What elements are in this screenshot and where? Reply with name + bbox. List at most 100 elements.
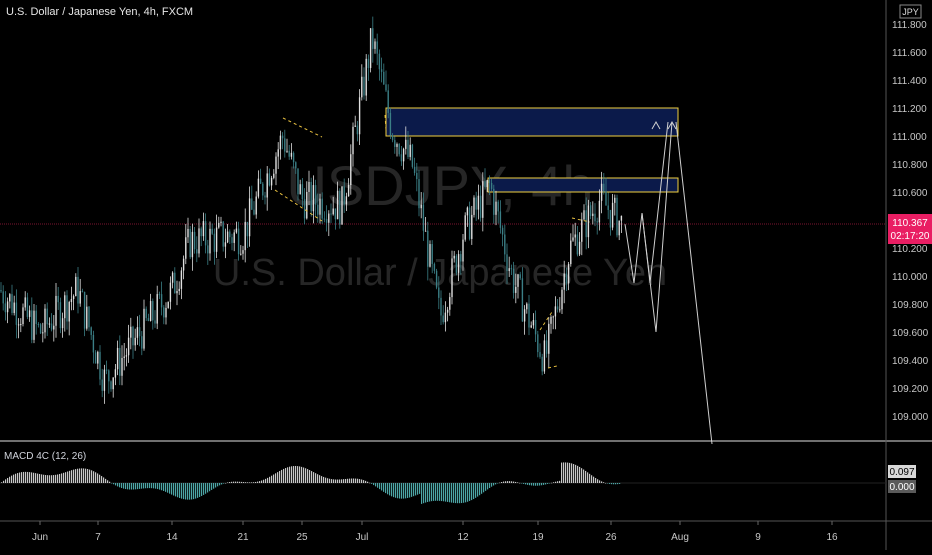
macd-bar bbox=[585, 470, 587, 483]
candle-body bbox=[83, 291, 86, 329]
candle-body bbox=[33, 310, 35, 340]
candle-body bbox=[286, 150, 288, 152]
macd-bar bbox=[9, 476, 11, 483]
dashed-annotation bbox=[282, 117, 323, 138]
macd-bar bbox=[401, 483, 403, 499]
price-tick-label: 110.800 bbox=[892, 160, 928, 171]
macd-bar bbox=[123, 483, 125, 489]
candle-body bbox=[581, 219, 583, 242]
candle-body bbox=[262, 183, 264, 196]
macd-bar bbox=[355, 478, 357, 483]
candle-body bbox=[466, 207, 469, 216]
macd-bar bbox=[171, 483, 173, 495]
macd-bar bbox=[101, 476, 103, 483]
macd-bar bbox=[7, 478, 9, 483]
candle-body bbox=[341, 186, 343, 225]
candle-body bbox=[119, 347, 121, 376]
macd-bar bbox=[485, 483, 487, 491]
macd-bar bbox=[385, 483, 387, 494]
macd-bar bbox=[599, 480, 601, 483]
price-tick-label: 110.200 bbox=[892, 244, 928, 255]
dashed-annotation bbox=[384, 114, 387, 131]
main-pane[interactable] bbox=[0, 0, 886, 441]
macd-bar bbox=[371, 483, 373, 484]
candle-body bbox=[493, 188, 495, 215]
macd-bar bbox=[269, 476, 271, 483]
candle-body bbox=[618, 220, 620, 236]
macd-bar bbox=[185, 483, 187, 500]
macd-bar bbox=[217, 483, 219, 487]
macd-bar bbox=[69, 470, 71, 483]
macd-bar bbox=[255, 481, 257, 483]
macd-bar bbox=[121, 483, 123, 489]
candle-body bbox=[479, 195, 482, 218]
macd-bar bbox=[245, 482, 247, 483]
macd-bar bbox=[125, 483, 127, 490]
candle-body bbox=[191, 231, 194, 258]
macd-bar bbox=[95, 472, 97, 483]
macd-bar bbox=[395, 483, 397, 498]
macd-bar bbox=[377, 483, 379, 488]
macd-bar bbox=[197, 483, 199, 498]
candle-body bbox=[413, 166, 416, 173]
macd-bar bbox=[437, 483, 439, 501]
macd-bar bbox=[339, 479, 341, 483]
candle-body bbox=[354, 125, 356, 127]
candle-body bbox=[405, 139, 407, 149]
macd-bar bbox=[61, 473, 63, 483]
projection-arrowhead bbox=[651, 120, 661, 130]
macd-bar bbox=[331, 479, 333, 483]
macd-bar bbox=[561, 462, 563, 483]
macd-bar bbox=[307, 469, 309, 483]
macd-bar bbox=[279, 470, 281, 483]
candle-body bbox=[308, 181, 310, 192]
candle-body bbox=[464, 215, 466, 240]
price-axis[interactable]: 111.800 111.600 111.400 111.200 111.000 110.8… bbox=[892, 20, 929, 423]
candle-body bbox=[336, 190, 339, 220]
candle-body bbox=[420, 204, 422, 209]
macd-bar bbox=[531, 483, 533, 486]
candle-body bbox=[112, 377, 114, 390]
macd-bar bbox=[379, 483, 381, 490]
macd-title[interactable]: MACD 4C (12, 26) bbox=[4, 451, 87, 462]
candle-body bbox=[50, 323, 53, 330]
macd-bar bbox=[97, 473, 99, 483]
candle-body bbox=[510, 268, 513, 270]
candle-body bbox=[174, 272, 176, 294]
currency-box[interactable] bbox=[899, 4, 922, 19]
candle-body bbox=[484, 181, 486, 188]
macd-bar bbox=[49, 475, 51, 483]
candle-body bbox=[537, 334, 539, 353]
time-tick-label: 26 bbox=[605, 532, 617, 543]
price-tick-label: 111.600 bbox=[892, 48, 927, 59]
price-tick-label: 111.400 bbox=[892, 76, 927, 87]
macd-bar bbox=[567, 462, 569, 483]
candle-body bbox=[189, 228, 191, 258]
macd-bar bbox=[219, 483, 221, 486]
candle-body bbox=[394, 140, 396, 147]
candle-body bbox=[242, 250, 244, 254]
candle-body bbox=[556, 306, 559, 310]
macd-bar bbox=[283, 468, 285, 483]
candle-body bbox=[75, 276, 77, 297]
time-axis[interactable]: Jun 7 14 21 25 Jul 12 19 26 Aug 9 16 bbox=[32, 521, 838, 543]
candle-body bbox=[402, 148, 405, 162]
macd-bar bbox=[369, 482, 371, 484]
macd-bar bbox=[41, 474, 43, 483]
macd-bar bbox=[75, 469, 77, 483]
symbol-title[interactable]: U.S. Dollar / Japanese Yen, 4h, FXCM bbox=[6, 6, 194, 18]
candle-body bbox=[424, 230, 427, 232]
candle-body bbox=[255, 196, 257, 215]
macd-bar bbox=[357, 478, 359, 483]
candle-body bbox=[400, 154, 403, 162]
macd-bar bbox=[13, 474, 15, 483]
macd-bar bbox=[201, 483, 203, 497]
macd-bar bbox=[519, 482, 521, 484]
macd-bar bbox=[393, 483, 395, 498]
macd-bar bbox=[289, 466, 291, 483]
candle-body bbox=[31, 310, 33, 340]
macd-bar bbox=[3, 480, 5, 483]
macd-bar bbox=[413, 483, 415, 497]
